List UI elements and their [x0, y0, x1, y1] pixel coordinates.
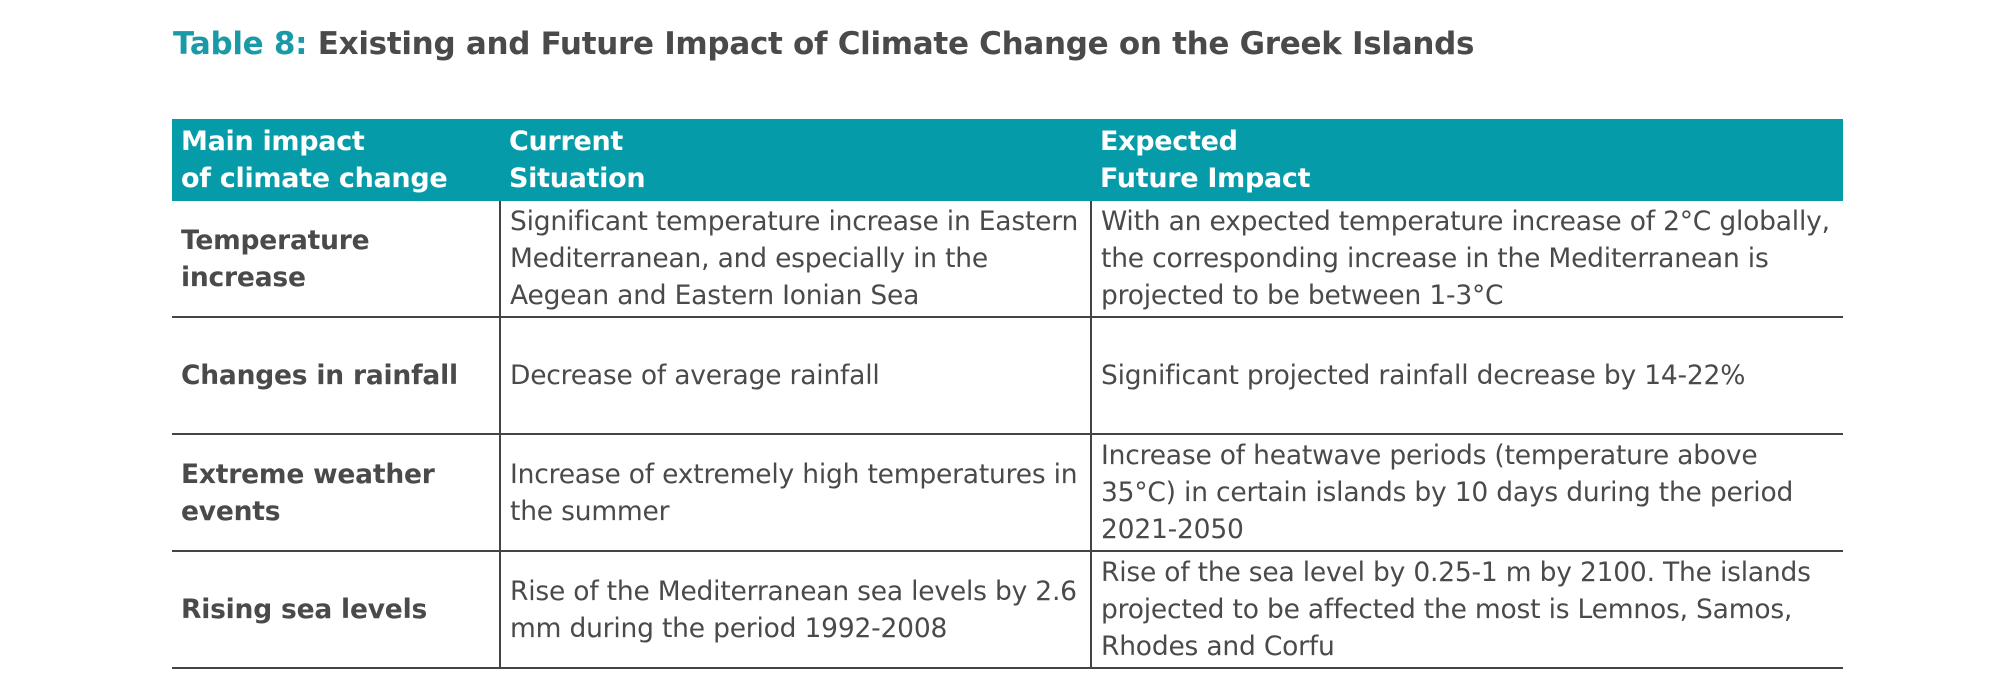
table-caption: Table 8: Existing and Future Impact of C… [173, 26, 1474, 62]
current-situation-cell: Rise of the Mediterranean sea levels by … [499, 551, 1091, 669]
future-impact-cell: Increase of heatwave periods (temperatur… [1090, 434, 1843, 552]
table-header: Main impact of climate change Current Si… [172, 119, 1843, 201]
header-main-impact: Main impact of climate change [172, 119, 500, 201]
climate-impact-table: Main impact of climate change Current Si… [172, 119, 1843, 669]
impact-cell: Extreme weather events [172, 434, 500, 552]
future-impact-cell: With an expected temperature increase of… [1090, 201, 1843, 318]
current-situation-cell: Decrease of average rainfall [499, 317, 1091, 435]
table-number: Table 8: [173, 26, 308, 62]
header-line: Expected [1100, 126, 1238, 157]
header-line: Situation [509, 163, 646, 194]
impact-cell: Changes in rainfall [172, 317, 500, 435]
table-row: Extreme weather events Increase of extre… [172, 434, 1843, 552]
header-line: of climate change [181, 163, 448, 194]
header-line: Future Impact [1100, 163, 1311, 194]
header-line: Main impact [181, 126, 365, 157]
table-title: Existing and Future Impact of Climate Ch… [317, 26, 1475, 62]
table-row: Rising sea levels Rise of the Mediterran… [172, 551, 1843, 669]
impact-cell: Rising sea levels [172, 551, 500, 669]
table-row: Changes in rainfall Decrease of average … [172, 317, 1843, 435]
future-impact-cell: Rise of the sea level by 0.25-1 m by 210… [1090, 551, 1843, 669]
header-current-situation: Current Situation [500, 119, 1091, 201]
impact-cell: Temperature increase [172, 201, 500, 318]
table-row: Temperature increase Significant tempera… [172, 201, 1843, 318]
current-situation-cell: Significant temperature increase in East… [499, 201, 1091, 318]
header-expected-future-impact: Expected Future Impact [1091, 119, 1843, 201]
current-situation-cell: Increase of extremely high temperatures … [499, 434, 1091, 552]
header-line: Current [509, 126, 624, 157]
future-impact-cell: Significant projected rainfall decrease … [1090, 317, 1843, 435]
table-body: Temperature increase Significant tempera… [172, 201, 1843, 669]
header-row: Main impact of climate change Current Si… [172, 119, 1843, 201]
